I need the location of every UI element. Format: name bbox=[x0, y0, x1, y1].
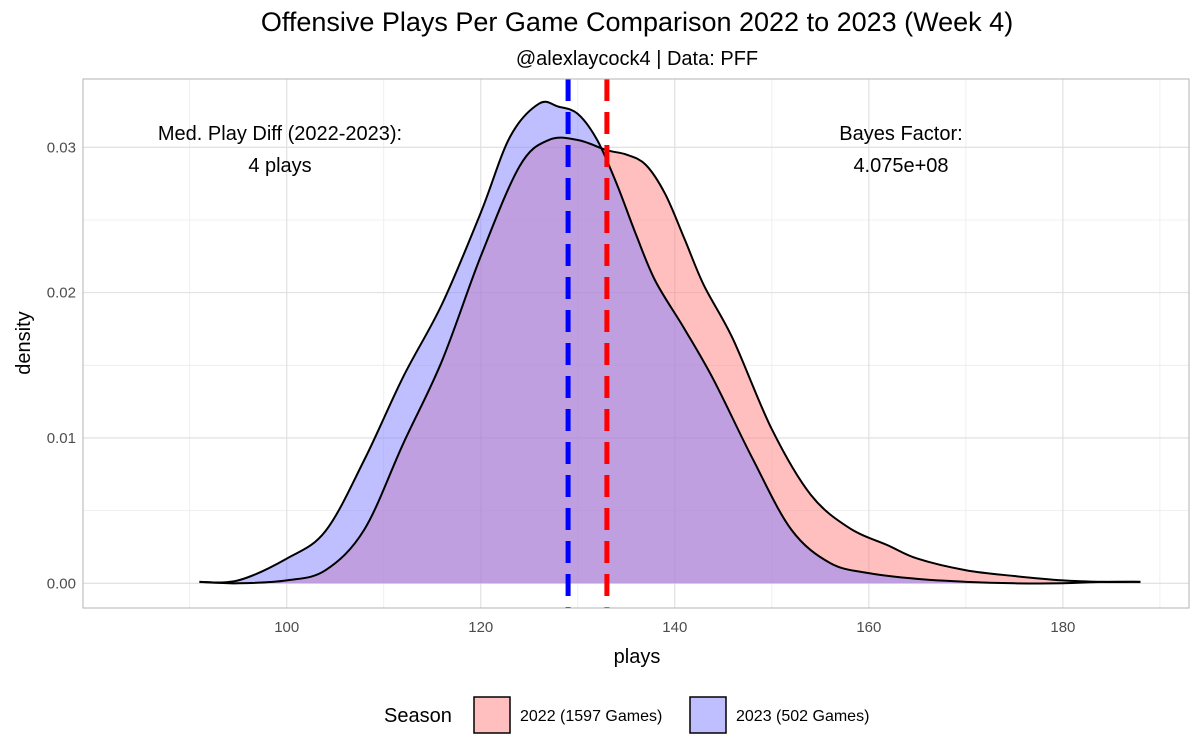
y-tick-label: 0.01 bbox=[47, 430, 76, 447]
bayes-factor-value: 4.075e+08 bbox=[853, 155, 948, 177]
median-diff-label: Med. Play Diff (2022-2023): bbox=[158, 123, 402, 145]
x-tick-label: 140 bbox=[662, 619, 687, 636]
y-tick-label: 0.03 bbox=[47, 139, 76, 156]
median-diff-value: 4 plays bbox=[248, 155, 311, 177]
chart-title: Offensive Plays Per Game Comparison 2022… bbox=[261, 7, 1013, 37]
legend-label-2022: 2022 (1597 Games) bbox=[520, 708, 662, 725]
y-tick-label: 0.00 bbox=[47, 575, 76, 592]
legend-label-2023: 2023 (502 Games) bbox=[736, 708, 869, 725]
x-tick-label: 160 bbox=[856, 619, 881, 636]
density-line-2022 bbox=[199, 136, 1141, 585]
legend: Season 2022 (1597 Games) 2023 (502 Games… bbox=[384, 696, 869, 734]
legend-key-2023 bbox=[689, 696, 727, 734]
x-tick-label: 120 bbox=[468, 619, 493, 636]
y-axis-ticks: 0.00 0.01 0.02 0.03 bbox=[47, 139, 76, 592]
y-tick-label: 0.02 bbox=[47, 285, 76, 302]
chart-subtitle: @alexlaycock4 | Data: PFF bbox=[516, 48, 758, 70]
bayes-factor-label: Bayes Factor: bbox=[839, 123, 962, 145]
x-tick-label: 100 bbox=[274, 619, 299, 636]
density-areas bbox=[199, 100, 1141, 585]
median-lines bbox=[565, 79, 610, 608]
density-area-2023 bbox=[199, 101, 1141, 584]
x-axis-ticks: 100 120 140 160 180 bbox=[274, 619, 1075, 636]
plot-panel bbox=[82, 78, 1190, 609]
x-axis-title: plays bbox=[614, 646, 661, 668]
legend-title: Season bbox=[384, 705, 452, 727]
y-axis-title: density bbox=[13, 311, 35, 374]
x-tick-label: 180 bbox=[1050, 619, 1075, 636]
legend-key-2022 bbox=[473, 696, 511, 734]
density-line-2023 bbox=[199, 100, 1141, 585]
panel-border bbox=[82, 78, 1190, 609]
